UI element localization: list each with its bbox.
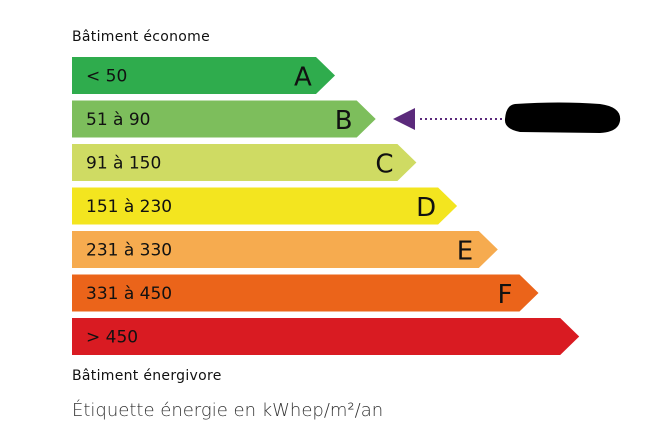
bar-range: 51 à 90 bbox=[86, 110, 151, 130]
class-bar-c: 91 à 150 C bbox=[72, 144, 417, 181]
bar-range: 231 à 330 bbox=[86, 241, 172, 261]
bar-shape bbox=[72, 57, 335, 94]
bar-shape bbox=[72, 274, 539, 312]
bar-range: 331 à 450 bbox=[86, 284, 172, 304]
bar-shape bbox=[72, 187, 458, 225]
bar-letter: E bbox=[457, 237, 473, 267]
bar-range: > 450 bbox=[86, 328, 138, 348]
bar-range: 91 à 150 bbox=[86, 154, 161, 174]
redacted-label bbox=[504, 102, 621, 133]
header-bottom: Bâtiment énergivore bbox=[72, 368, 222, 384]
current-class-indicator bbox=[393, 102, 621, 133]
unit-label: Étiquette énergie en kWhep/m²/an bbox=[72, 400, 384, 421]
bar-letter: C bbox=[375, 150, 393, 180]
class-bar-f: 331 à 450 F bbox=[72, 274, 539, 312]
class-bar-d: 151 à 230 D bbox=[72, 187, 458, 225]
bar-letter: F bbox=[498, 280, 513, 310]
class-bar-b: 51 à 90 B bbox=[72, 100, 376, 138]
header-top: Bâtiment économe bbox=[72, 29, 210, 45]
bar-shape bbox=[72, 144, 417, 181]
bar-letter: D bbox=[416, 193, 436, 223]
bar-range: < 50 bbox=[86, 67, 127, 87]
class-bar-g: > 450 bbox=[72, 318, 580, 355]
bar-letter: B bbox=[335, 106, 353, 136]
bar-letter: A bbox=[294, 63, 312, 93]
bar-shape bbox=[72, 100, 376, 138]
bar-shape bbox=[72, 318, 580, 355]
bar-shape bbox=[72, 231, 498, 268]
arrow-left-icon bbox=[393, 108, 415, 130]
bar-range: 151 à 230 bbox=[86, 197, 172, 217]
class-bar-a: < 50 A bbox=[72, 57, 335, 94]
class-bar-e: 231 à 330 E bbox=[72, 231, 498, 268]
